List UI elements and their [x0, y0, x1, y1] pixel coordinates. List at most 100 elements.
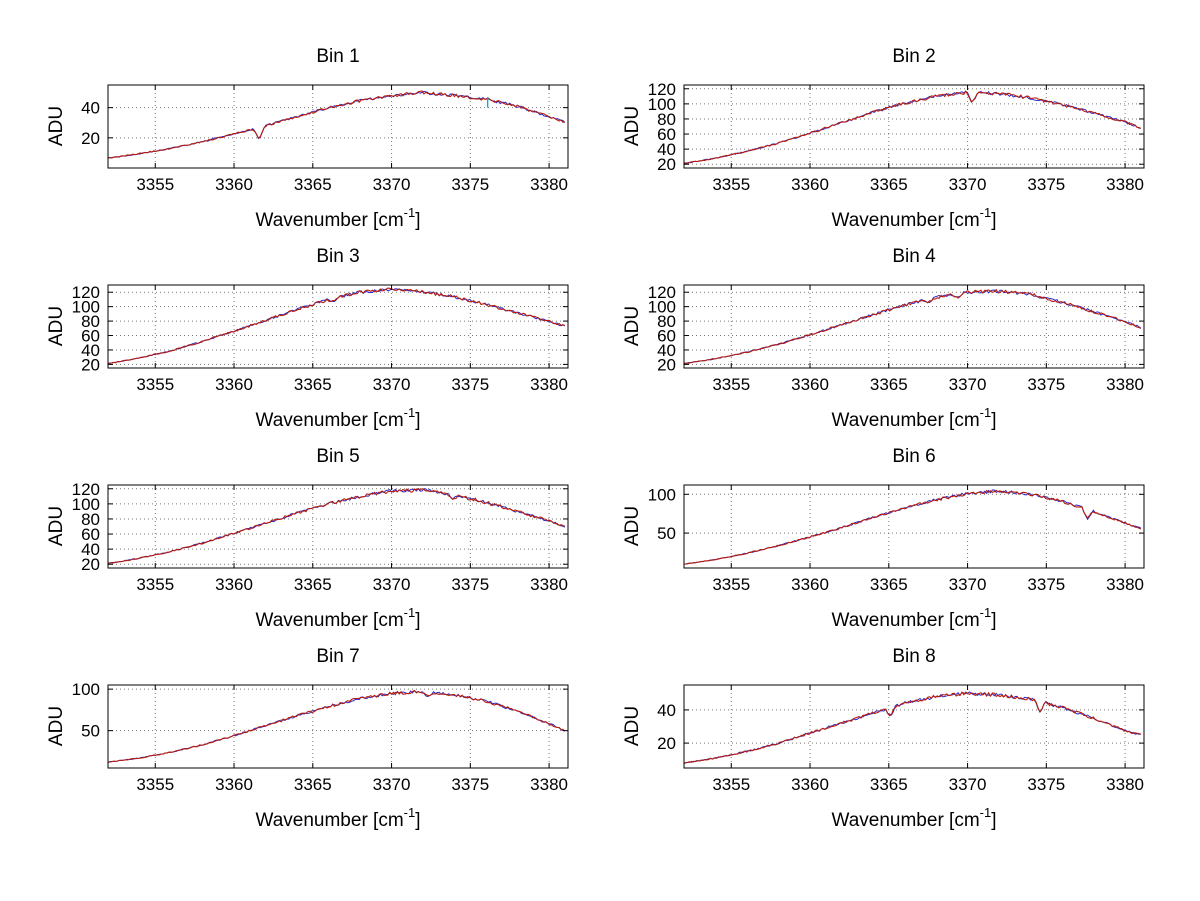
series-line-blue: [107, 288, 565, 365]
x-tick-label: 3365: [870, 775, 908, 794]
x-tick-label: 3375: [1027, 575, 1065, 594]
axis-box: [683, 84, 1145, 169]
y-tick-label: 80: [657, 312, 676, 331]
x-tick-label: 3380: [1106, 375, 1144, 394]
y-tick-label: 50: [81, 722, 100, 741]
subplot-bin-3: Bin 3 ADU 3355 3360 3365 3370 3375 3380 20 40 60…: [24, 240, 600, 440]
axis-box: [107, 84, 569, 169]
y-axis-label: ADU: [46, 506, 67, 546]
x-tick-label: 3360: [215, 175, 253, 194]
x-tick-label: 3370: [373, 775, 411, 794]
series-line-blue: [107, 689, 565, 763]
x-tick-label: 3370: [949, 175, 987, 194]
y-tick-label: 120: [648, 283, 676, 302]
series-line-blue: [683, 691, 1141, 764]
y-tick-label: 60: [81, 327, 100, 346]
x-axis-label: Wavenumber [cm-1]: [831, 205, 996, 231]
y-tick-label: 20: [81, 129, 100, 148]
tick-marks: [684, 285, 1144, 368]
y-tick-label: 60: [657, 125, 676, 144]
tick-marks: [684, 485, 1144, 568]
y-tick-label: 20: [657, 155, 676, 174]
x-tick-label: 3380: [530, 775, 568, 794]
x-tick-label: 3355: [712, 775, 750, 794]
x-tick-label: 3380: [530, 375, 568, 394]
series-line-red: [107, 689, 566, 764]
x-axis-label: Wavenumber [cm-1]: [255, 405, 420, 431]
series-line-blue: [683, 90, 1141, 165]
x-tick-label: 3380: [530, 575, 568, 594]
y-tick-label: 100: [72, 495, 100, 514]
y-axis-label: ADU: [46, 106, 67, 146]
subplot-title: Bin 2: [892, 46, 935, 67]
x-tick-label: 3380: [530, 175, 568, 194]
x-tick-label: 3355: [712, 575, 750, 594]
y-tick-label: 40: [657, 140, 676, 159]
subplot-bin-7: Bin 7 ADU 3355 3360 3365 3370 3375 3380 50 100 …: [24, 640, 600, 840]
series-line-blue: [683, 289, 1142, 365]
x-tick-label: 3365: [870, 575, 908, 594]
tick-marks: [684, 85, 1144, 168]
x-tick-label: 3375: [451, 575, 489, 594]
y-axis-label: ADU: [46, 706, 67, 746]
x-tick-label: 3375: [1027, 375, 1065, 394]
x-tick-label: 3370: [949, 375, 987, 394]
x-axis-label: Wavenumber [cm-1]: [255, 605, 420, 631]
y-tick-label: 100: [72, 680, 100, 699]
plot-area: 3355 3360 3365 3370 3375 3380 20 40: [657, 684, 1145, 794]
x-tick-label: 3365: [870, 175, 908, 194]
x-tick-label: 3360: [215, 775, 253, 794]
subplot-title: Bin 7: [316, 646, 359, 667]
y-tick-label: 100: [648, 485, 676, 504]
subplot-bin-1: Bin 1 ADU 3355 3360 3365 3370 3375 3380 20 40 W…: [24, 40, 600, 240]
x-tick-label: 3360: [791, 375, 829, 394]
plot-area: 3355 3360 3365 3370 3375 3380 50 100: [72, 680, 569, 794]
subplot-bin-4: Bin 4 ADU 3355 3360 3365 3370 3375 3380 20 40 60…: [600, 240, 1176, 440]
grid-lines: [108, 685, 568, 768]
x-tick-label: 3360: [215, 375, 253, 394]
grid-lines: [684, 685, 1144, 768]
plot-area: 3355 3360 3365 3370 3375 3380 20 40: [81, 84, 569, 194]
x-tick-label: 3370: [373, 575, 411, 594]
y-tick-label: 40: [81, 540, 100, 559]
x-tick-label: 3375: [451, 775, 489, 794]
y-tick-label: 100: [648, 298, 676, 317]
subplot-title: Bin 1: [316, 46, 359, 67]
x-tick-label: 3355: [712, 175, 750, 194]
y-tick-label: 50: [657, 524, 676, 543]
grid-lines: [108, 285, 568, 368]
x-tick-label: 3375: [1027, 175, 1065, 194]
y-tick-label: 80: [81, 510, 100, 529]
y-tick-label: 60: [81, 525, 100, 544]
y-tick-label: 120: [72, 283, 100, 302]
subplot-title: Bin 4: [892, 246, 936, 267]
subplot-bin-8: Bin 8 ADU 3355 3360 3365 3370 3375 3380 20 40 W…: [600, 640, 1176, 840]
x-tick-label: 3375: [451, 375, 489, 394]
subplot-bin-2: Bin 2 ADU 3355 3360 3365 3370 3375 3380 20 40 60…: [600, 40, 1176, 240]
axis-box: [683, 284, 1145, 369]
series-line-red: [107, 90, 566, 159]
x-axis-label: Wavenumber [cm-1]: [255, 805, 420, 831]
x-tick-label: 3360: [215, 575, 253, 594]
x-tick-label: 3370: [373, 375, 411, 394]
y-tick-label: 40: [657, 701, 676, 720]
axis-box: [683, 484, 1145, 569]
x-tick-label: 3360: [791, 175, 829, 194]
series-line-red: [107, 487, 566, 564]
series-line-blue: [683, 489, 1142, 565]
x-axis-label: Wavenumber [cm-1]: [831, 405, 996, 431]
series-line-red: [683, 489, 1142, 565]
y-tick-label: 100: [72, 298, 100, 317]
x-tick-label: 3365: [294, 175, 332, 194]
y-axis-label: ADU: [622, 106, 643, 146]
x-tick-label: 3365: [294, 575, 332, 594]
y-tick-label: 40: [81, 99, 100, 118]
x-tick-label: 3360: [791, 775, 829, 794]
x-tick-label: 3355: [712, 375, 750, 394]
x-tick-label: 3370: [949, 775, 987, 794]
plot-area: 3355 3360 3365 3370 3375 3380 50 100: [648, 484, 1145, 594]
y-axis-label: ADU: [622, 306, 643, 346]
